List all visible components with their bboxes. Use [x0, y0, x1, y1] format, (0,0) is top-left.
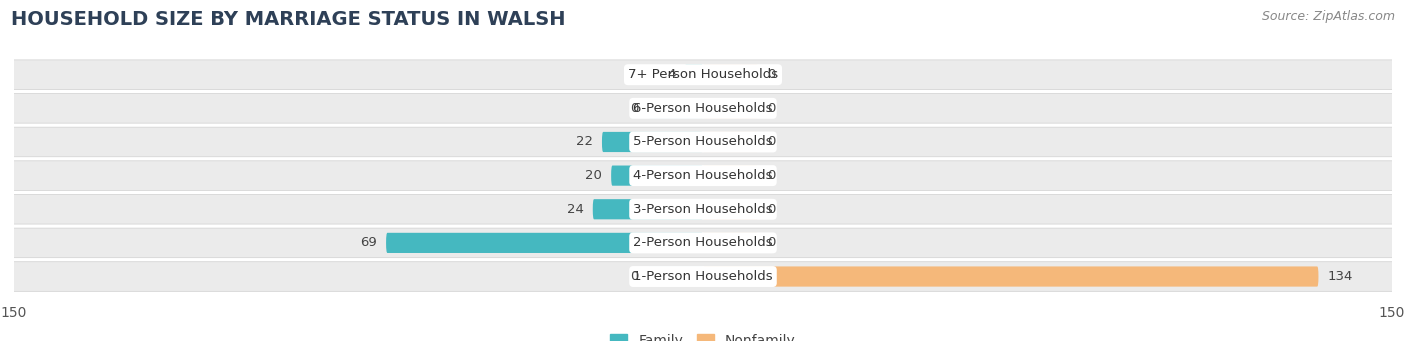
Text: 0: 0	[630, 102, 638, 115]
FancyBboxPatch shape	[4, 93, 1402, 123]
Text: 0: 0	[630, 270, 638, 283]
FancyBboxPatch shape	[4, 60, 1402, 89]
Text: 0: 0	[768, 236, 776, 249]
Text: 0: 0	[768, 203, 776, 216]
Text: 2-Person Households: 2-Person Households	[633, 236, 773, 249]
Text: 20: 20	[585, 169, 602, 182]
FancyBboxPatch shape	[4, 127, 1402, 157]
FancyBboxPatch shape	[648, 266, 703, 287]
Text: 22: 22	[576, 135, 593, 148]
FancyBboxPatch shape	[703, 132, 758, 152]
Text: 4-Person Households: 4-Person Households	[633, 169, 773, 182]
Text: 3-Person Households: 3-Person Households	[633, 203, 773, 216]
FancyBboxPatch shape	[685, 64, 703, 85]
Text: 134: 134	[1327, 270, 1353, 283]
Text: 0: 0	[768, 169, 776, 182]
Text: 24: 24	[567, 203, 583, 216]
FancyBboxPatch shape	[4, 228, 1402, 258]
FancyBboxPatch shape	[612, 165, 703, 186]
Text: 0: 0	[768, 135, 776, 148]
FancyBboxPatch shape	[602, 132, 703, 152]
Text: 4: 4	[666, 68, 675, 81]
Legend: Family, Nonfamily: Family, Nonfamily	[610, 334, 796, 341]
Text: 5-Person Households: 5-Person Households	[633, 135, 773, 148]
Text: 7+ Person Households: 7+ Person Households	[628, 68, 778, 81]
Text: 1-Person Households: 1-Person Households	[633, 270, 773, 283]
FancyBboxPatch shape	[703, 199, 758, 219]
Text: HOUSEHOLD SIZE BY MARRIAGE STATUS IN WALSH: HOUSEHOLD SIZE BY MARRIAGE STATUS IN WAL…	[11, 10, 565, 29]
FancyBboxPatch shape	[648, 98, 703, 118]
FancyBboxPatch shape	[387, 233, 703, 253]
FancyBboxPatch shape	[703, 98, 758, 118]
Text: Source: ZipAtlas.com: Source: ZipAtlas.com	[1261, 10, 1395, 23]
FancyBboxPatch shape	[593, 199, 703, 219]
FancyBboxPatch shape	[703, 165, 758, 186]
Text: 0: 0	[768, 102, 776, 115]
FancyBboxPatch shape	[4, 194, 1402, 224]
FancyBboxPatch shape	[703, 233, 758, 253]
FancyBboxPatch shape	[703, 266, 1319, 287]
FancyBboxPatch shape	[4, 161, 1402, 190]
FancyBboxPatch shape	[703, 64, 758, 85]
FancyBboxPatch shape	[4, 262, 1402, 291]
Text: 6-Person Households: 6-Person Households	[633, 102, 773, 115]
Text: 0: 0	[768, 68, 776, 81]
Text: 69: 69	[360, 236, 377, 249]
